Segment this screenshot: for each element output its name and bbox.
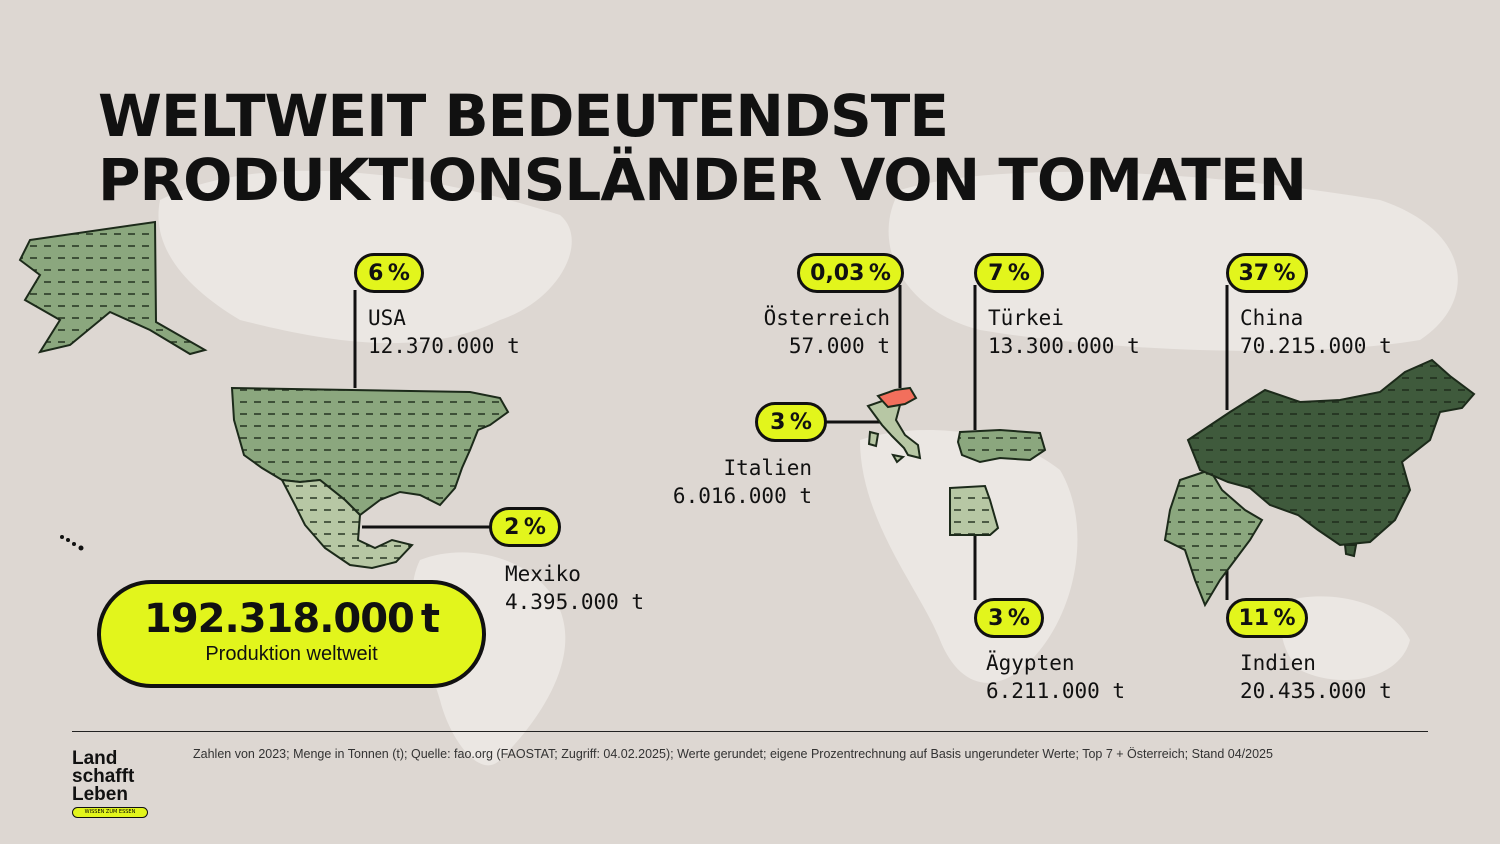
total-production-value: 192.318.000 t bbox=[144, 596, 440, 642]
country-amount-oesterreich: 57.000 t bbox=[788, 334, 890, 358]
country-name-aegypten: Ägypten bbox=[986, 651, 1075, 675]
logo-tagline: WISSEN ZUM ESSEN bbox=[72, 807, 148, 818]
map-usa bbox=[230, 386, 510, 517]
total-production-label: Produktion weltweit bbox=[205, 643, 378, 665]
page-title: WELTWEIT BEDEUTENDSTE PRODUKTIONSLÄNDER … bbox=[98, 82, 1307, 214]
country-name-oesterreich: Österreich bbox=[763, 306, 890, 330]
country-amount-tuerkei: 13.300.000 t bbox=[988, 334, 1140, 358]
country-amount-china: 70.215.000 t bbox=[1240, 334, 1392, 358]
country-label-tuerkei: Türkei 13.300.000 t bbox=[988, 304, 1140, 360]
share-badge-indien: 11 % bbox=[1226, 598, 1308, 638]
logo-line-1: Land bbox=[72, 748, 118, 769]
share-badge-tuerkei: 7 % bbox=[974, 253, 1044, 293]
country-label-aegypten: Ägypten 6.211.000 t bbox=[986, 649, 1125, 705]
country-amount-italien: 6.016.000 t bbox=[672, 484, 812, 508]
country-name-italien: Italien bbox=[723, 456, 812, 480]
share-badge-aegypten: 3 % bbox=[974, 598, 1044, 638]
share-badge-oesterreich: 0,03 % bbox=[797, 253, 904, 293]
country-amount-aegypten: 6.211.000 t bbox=[986, 679, 1126, 703]
share-badge-italien: 3 % bbox=[755, 402, 827, 442]
map-hawaii bbox=[60, 535, 84, 551]
country-name-china: China bbox=[1240, 306, 1304, 330]
map-mexico bbox=[280, 478, 414, 570]
map-egypt bbox=[949, 484, 1000, 536]
logo-line-3: Leben bbox=[72, 784, 128, 805]
map-alaska bbox=[18, 220, 208, 356]
country-label-mexiko: Mexiko 4.395.000 t bbox=[505, 560, 644, 616]
country-label-usa: USA 12.370.000 t bbox=[368, 304, 520, 360]
country-label-china: China 70.215.000 t bbox=[1240, 304, 1392, 360]
share-badge-usa: 6 % bbox=[354, 253, 424, 293]
source-footnote: Zahlen von 2023; Menge in Tonnen (t); Qu… bbox=[193, 747, 1273, 761]
title-line-1: WELTWEIT BEDEUTENDSTE bbox=[98, 82, 949, 150]
footer-divider bbox=[72, 731, 1428, 732]
map-austria bbox=[876, 386, 918, 409]
share-badge-china: 37 % bbox=[1226, 253, 1308, 293]
country-name-tuerkei: Türkei bbox=[988, 306, 1064, 330]
map-china bbox=[1186, 358, 1476, 558]
country-amount-usa: 12.370.000 t bbox=[368, 334, 520, 358]
total-production-badge: 192.318.000 t Produktion weltweit bbox=[97, 580, 486, 688]
map-india bbox=[1163, 468, 1264, 608]
country-name-indien: Indien bbox=[1240, 651, 1316, 675]
map-turkey bbox=[956, 428, 1047, 464]
country-name-usa: USA bbox=[368, 306, 406, 330]
country-label-italien: Italien 6.016.000 t bbox=[612, 454, 812, 510]
country-amount-indien: 20.435.000 t bbox=[1240, 679, 1392, 703]
leader-lines bbox=[353, 285, 1229, 600]
title-line-2: PRODUKTIONSLÄNDER VON TOMATEN bbox=[98, 146, 1307, 214]
share-badge-mexiko: 2 % bbox=[489, 507, 561, 547]
country-amount-mexiko: 4.395.000 t bbox=[505, 590, 645, 614]
logo-line-2: schafft bbox=[72, 766, 135, 787]
country-label-oesterreich: Österreich 57.000 t bbox=[690, 304, 890, 360]
brand-logo: Land schafft Leben bbox=[72, 748, 135, 805]
country-label-indien: Indien 20.435.000 t bbox=[1240, 649, 1392, 705]
country-name-mexiko: Mexiko bbox=[505, 562, 581, 586]
